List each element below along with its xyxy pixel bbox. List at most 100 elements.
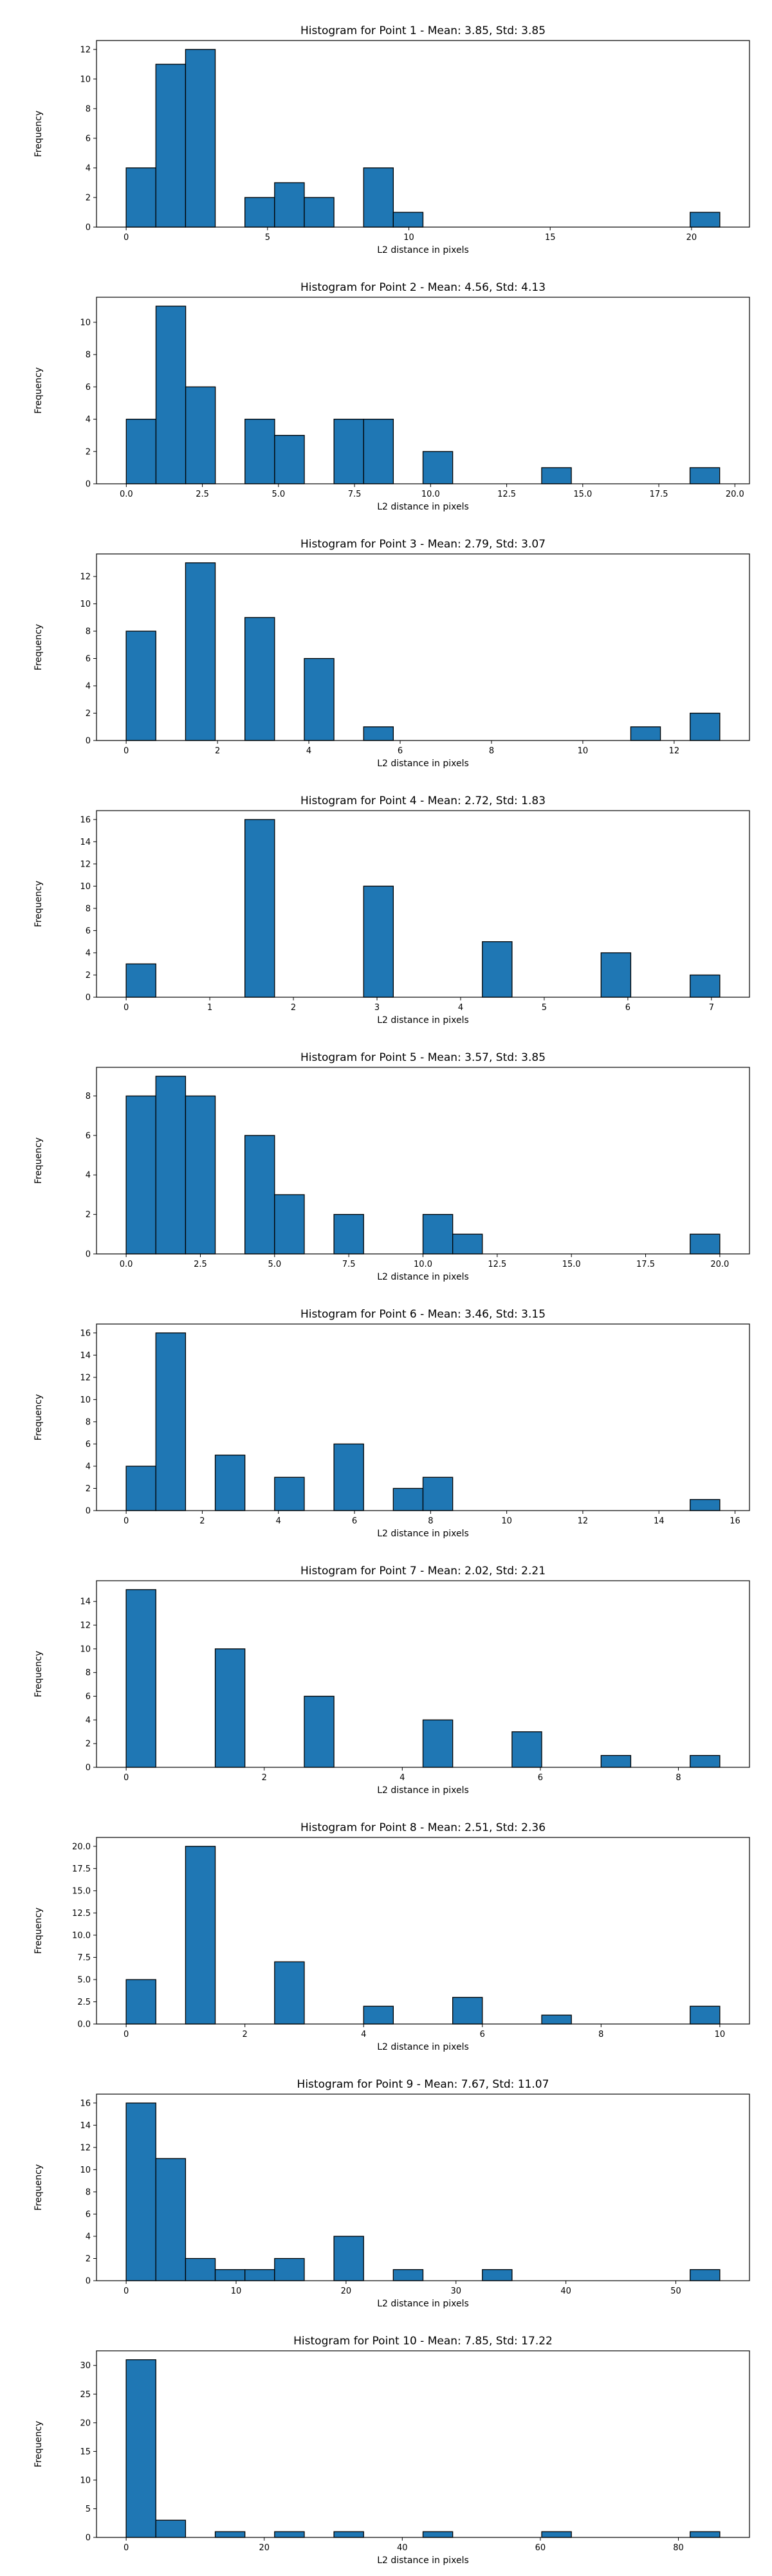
histogram-bar <box>690 1499 721 1511</box>
y-tick-label: 5.0 <box>77 1975 91 1985</box>
y-axis: 0 2 4 6 8 10 12 <box>80 573 96 746</box>
x-axis-label: L2 distance in pixels <box>377 1015 469 1026</box>
y-axis-label: Frequency <box>33 2164 44 2211</box>
histogram-bar <box>422 2531 454 2538</box>
chart-2: Histogram for Point 2 - Mean: 4.56, Std:… <box>33 281 750 512</box>
y-tick-label: 16 <box>80 2099 91 2108</box>
y-axis: 0 2 4 6 8 10 12 14 16 <box>80 815 96 1003</box>
y-tick-label: 8 <box>86 1417 91 1427</box>
y-axis-label: Frequency <box>33 367 44 414</box>
x-axis-label: L2 distance in pixels <box>377 759 469 769</box>
y-tick-label: 15.0 <box>72 1886 91 1896</box>
histogram-bar <box>155 1332 187 1511</box>
histogram-bar <box>600 952 632 998</box>
chart-title: Histogram for Point 5 - Mean: 3.57, Std:… <box>300 1051 546 1064</box>
axes-frame <box>96 1323 750 1511</box>
histogram-bar <box>452 1996 483 2025</box>
x-tick-label: 15.0 <box>562 1260 581 1269</box>
histogram-bar <box>274 1477 305 1511</box>
x-tick-label: 15 <box>545 233 556 243</box>
y-tick-label: 4 <box>86 1716 91 1725</box>
x-axis-label: L2 distance in pixels <box>377 2555 469 2566</box>
histogram-bar <box>333 1213 364 1255</box>
histogram-bar <box>304 1695 335 1768</box>
y-tick-label: 4 <box>86 1171 91 1181</box>
chart-9: Histogram for Point 9 - Mean: 7.67, Std:… <box>33 2078 750 2309</box>
histogram-bar <box>125 167 156 228</box>
y-axis-label: Frequency <box>33 1394 44 1440</box>
y-tick-label: 0 <box>86 480 91 490</box>
x-axis: 0 5 10 15 20 <box>124 227 697 243</box>
y-tick-label: 10 <box>80 1644 91 1654</box>
y-tick-label: 14 <box>80 2121 91 2131</box>
x-axis: 0.0 2.5 5.0 7.5 10.0 12.5 15.0 17.5 20.0 <box>120 1254 729 1269</box>
y-tick-label: 6 <box>86 654 91 664</box>
y-tick-label: 6 <box>86 383 91 392</box>
x-axis-label: L2 distance in pixels <box>377 2299 469 2309</box>
x-tick-label: 20.0 <box>726 490 744 499</box>
y-axis-label: Frequency <box>33 2421 44 2467</box>
y-tick-label: 12 <box>80 45 91 55</box>
axes-frame <box>96 2093 750 2281</box>
x-axis-label: L2 distance in pixels <box>377 502 469 512</box>
y-tick-label: 20 <box>80 2418 91 2428</box>
y-tick-label: 0 <box>86 1763 91 1773</box>
x-axis-label: L2 distance in pixels <box>377 2042 469 2052</box>
histogram-bars <box>125 1846 721 2025</box>
x-tick-label: 5.0 <box>271 490 285 499</box>
x-tick-label: 2 <box>199 1516 205 1526</box>
histogram-bar <box>155 1076 187 1255</box>
y-tick-label: 5 <box>86 2505 91 2514</box>
histogram-bar <box>214 1455 246 1511</box>
chart-title: Histogram for Point 8 - Mean: 2.51, Std:… <box>300 1821 546 1834</box>
histogram-bar <box>333 418 364 484</box>
histogram-bar <box>630 726 661 741</box>
y-axis: 0 2 4 6 8 10 12 <box>80 45 96 233</box>
y-tick-label: 4 <box>86 1462 91 1471</box>
histogram-bar <box>214 1648 246 1768</box>
histogram-bar <box>333 2531 364 2538</box>
x-tick-label: 12.5 <box>497 490 516 499</box>
histogram-bar <box>125 2359 156 2538</box>
x-tick-label: 16 <box>730 1516 740 1526</box>
histogram-bar <box>690 2531 721 2538</box>
histogram-bar <box>155 306 187 484</box>
chart-7: Histogram for Point 7 - Mean: 2.02, Std:… <box>33 1565 750 1796</box>
histogram-bar <box>541 2531 572 2538</box>
y-tick-label: 12 <box>80 860 91 869</box>
y-tick-label: 6 <box>86 1440 91 1449</box>
y-tick-label: 10 <box>80 1395 91 1405</box>
x-tick-label: 2 <box>215 746 220 756</box>
y-tick-label: 6 <box>86 1692 91 1702</box>
x-tick-label: 8 <box>676 1773 681 1783</box>
x-tick-label: 60 <box>535 2543 546 2553</box>
histogram-bar <box>689 467 721 484</box>
y-tick-label: 14 <box>80 838 91 847</box>
x-tick-label: 6 <box>625 1003 630 1013</box>
x-tick-label: 8 <box>489 746 494 756</box>
chart-title: Histogram for Point 2 - Mean: 4.56, Std:… <box>300 281 546 294</box>
y-tick-label: 7.5 <box>77 1953 91 1963</box>
chart-1: Histogram for Point 1 - Mean: 3.85, Std:… <box>33 24 750 255</box>
histogram-bar <box>392 2269 424 2281</box>
x-tick-label: 10.0 <box>421 490 440 499</box>
chart-5: Histogram for Point 5 - Mean: 3.57, Std:… <box>33 1051 750 1282</box>
y-tick-label: 10 <box>80 2476 91 2485</box>
histogram-bar <box>304 197 335 228</box>
histogram-bar <box>690 212 721 228</box>
y-tick-label: 2 <box>86 971 91 980</box>
histogram-bar <box>155 2158 187 2281</box>
x-axis: 0 2 4 6 8 <box>124 1767 681 1783</box>
y-tick-label: 8 <box>86 2187 91 2197</box>
x-tick-label: 7.5 <box>348 490 362 499</box>
histogram-bar <box>244 1135 275 1255</box>
histogram-bar <box>244 617 275 741</box>
y-axis-label: Frequency <box>33 1651 44 1697</box>
y-tick-label: 14 <box>80 1597 91 1607</box>
x-tick-label: 7.5 <box>342 1260 356 1269</box>
y-tick-label: 16 <box>80 1329 91 1338</box>
histogram-bar <box>482 2269 513 2281</box>
axes-frame <box>96 297 750 484</box>
histogram-bar <box>244 2269 275 2281</box>
